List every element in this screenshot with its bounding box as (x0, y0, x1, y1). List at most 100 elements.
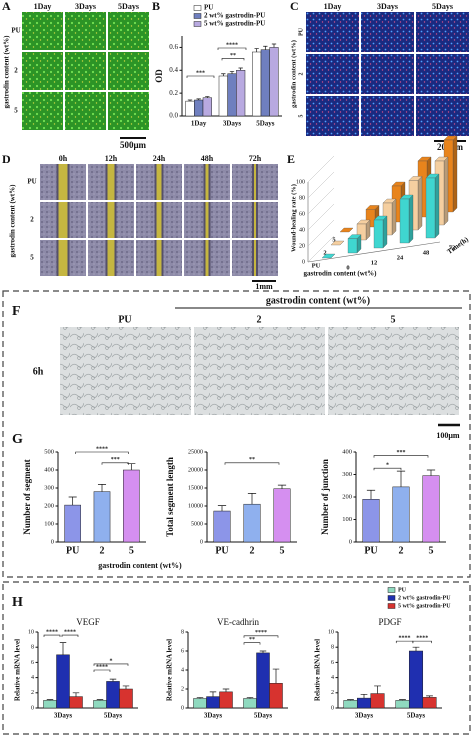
micrograph (306, 54, 359, 94)
error-bar (59, 642, 67, 655)
bar (243, 503, 261, 543)
bar-face (443, 156, 449, 226)
significance-bracket (93, 663, 129, 666)
bar-face (425, 177, 436, 239)
legend-label: PU (398, 587, 407, 593)
x-tick-label: 5 (129, 545, 134, 556)
error-bar (68, 496, 77, 506)
z-tick-label: 5 (332, 236, 336, 243)
wound-edge (156, 240, 162, 276)
chart-title: PDGF (378, 617, 401, 627)
significance-bracket (412, 640, 432, 644)
legend-swatch (193, 21, 202, 27)
legend-label: 2 wt% gastrodin-PU (204, 12, 265, 20)
row-label: 2 (298, 73, 304, 76)
panel-letter: F (12, 304, 21, 319)
wound-edge (254, 202, 256, 238)
column-label: 1Day (324, 2, 342, 11)
error-bar (96, 699, 104, 701)
bar (206, 696, 220, 709)
significance-bracket (186, 75, 215, 78)
x-tick-label: 72 (449, 244, 456, 251)
grid-line (307, 235, 335, 263)
bar-3d (321, 253, 336, 259)
bar (343, 700, 358, 709)
legend-label: 5 wt% gastrodin-PU (204, 20, 265, 28)
grid-line (307, 219, 335, 247)
scale-bar-label: 100μm (436, 431, 460, 440)
significance-label: *** (397, 450, 406, 456)
bar (243, 698, 257, 709)
column-label: 1Day (34, 2, 52, 11)
bar-face (382, 215, 388, 249)
panel-letter: A (2, 0, 11, 13)
y-tick-label: 0.6 (169, 43, 178, 51)
micrograph (328, 327, 459, 415)
y-tick-label: 400 (44, 466, 54, 473)
micrograph (108, 52, 149, 90)
panel-letter: D (2, 152, 11, 166)
micrograph (306, 96, 359, 136)
micrograph (416, 54, 469, 94)
bar-3d (399, 194, 414, 244)
error-bar (396, 470, 406, 487)
wound-edge (254, 240, 256, 276)
row-axis-label: gastrodin content (wt%) (290, 40, 297, 108)
bar-3d (408, 176, 423, 231)
header: gastrodin content (wt%) (266, 295, 370, 306)
x-tick-label: 1Day (191, 120, 207, 128)
error-bar (196, 697, 204, 699)
y-tick-label: 6 (181, 648, 184, 654)
y-tick-label: 2 (331, 690, 334, 696)
significance-label: **** (416, 635, 428, 641)
x-tick-label: 5Days (256, 120, 275, 128)
significance-bracket (373, 455, 429, 458)
bar (119, 688, 133, 709)
x-tick-label: 2 (100, 545, 105, 556)
y-tick-label: 60 (299, 211, 305, 217)
column-label: 12h (105, 154, 118, 163)
micrograph (65, 12, 106, 50)
chart-title: VE-cadhrin (217, 617, 259, 627)
y-tick-label: 100 (296, 179, 305, 185)
bar-face (452, 135, 458, 213)
wound-edge (156, 164, 162, 200)
x-tick-label: 5Days (254, 712, 273, 720)
y-tick-label: 300 (44, 484, 54, 491)
row-label: PU (11, 27, 20, 35)
bar-face (321, 253, 336, 259)
bar (273, 488, 291, 543)
x-tick-label: 2 (399, 545, 404, 556)
y-tick-label: 0.2 (169, 89, 178, 97)
row-label: 2 (30, 216, 34, 224)
x-axis-label: gastrodin content (wt%) (98, 561, 182, 570)
bar (269, 683, 283, 709)
error-bar (222, 688, 230, 692)
significance-label: **** (96, 664, 108, 670)
bar-face (356, 223, 367, 241)
bar (256, 652, 270, 709)
error-bar (229, 71, 235, 74)
error-bar (46, 699, 54, 701)
bar-face (330, 240, 345, 246)
bar-face (339, 227, 354, 233)
micrograph (22, 52, 63, 90)
significance-label: *** (196, 70, 205, 76)
error-bar (246, 697, 254, 699)
bar (218, 75, 228, 117)
significance-label: *** (111, 457, 120, 463)
y-tick-label: 0.4 (169, 66, 178, 74)
y-tick-label: 100 (44, 520, 54, 527)
bar (408, 650, 424, 709)
y-tick-label: 0 (349, 538, 352, 545)
error-bar (426, 695, 433, 698)
significance-bracket (243, 642, 261, 645)
row-label: 5 (30, 254, 34, 262)
chart-title: VEGF (76, 617, 100, 627)
y-axis-label: Relative mRNA level (314, 639, 322, 701)
significance-bracket (101, 462, 129, 465)
micrograph (65, 92, 106, 130)
significance-label: **** (226, 42, 238, 48)
x-tick-label: 3Days (355, 712, 374, 720)
error-bar (277, 484, 287, 489)
